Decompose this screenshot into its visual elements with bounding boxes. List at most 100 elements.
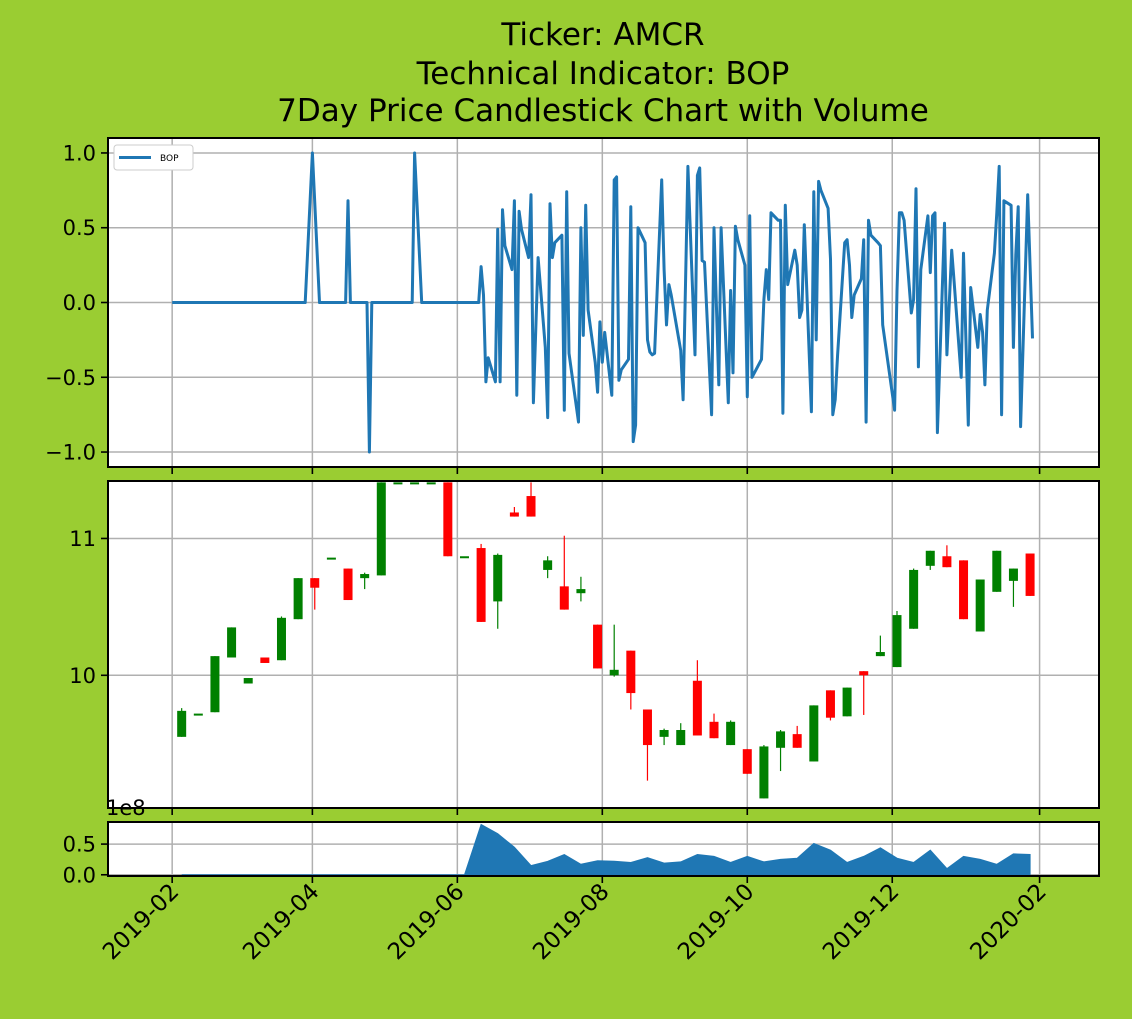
candle-2019-04-30 [376,482,386,576]
candle-body [210,656,220,713]
candle-body [825,690,835,718]
candle-body [709,721,719,739]
price-x-ticks [171,808,1041,815]
candle-2019-11-05 [825,690,835,721]
candle-body [476,548,486,622]
bop-series-line [172,151,1034,454]
candle-body [177,710,187,737]
candle-2019-03-12 [260,657,270,663]
candle-2019-07-09 [543,556,553,579]
candle-body [410,482,420,485]
indicator-y-tick-label: −0.5 [45,366,96,390]
price-y-tick-label: 11 [69,527,96,551]
candle-body [276,617,286,661]
candle-body [376,482,386,576]
candle-body [310,578,320,588]
candle-body [193,713,203,716]
candle-body [859,671,869,676]
candle-body [326,557,336,560]
candle-body [509,512,519,517]
candle-2019-09-24 [726,720,736,746]
candle-body [459,556,469,559]
candle-body [809,705,819,762]
candle-body [626,650,636,694]
candle-body [426,482,436,485]
candle-body [776,731,786,748]
candle-body [360,574,370,579]
candle-body [1025,553,1035,596]
candle-2019-07-30 [593,624,603,669]
candle-2019-08-20 [642,709,652,781]
candle-2019-08-13 [626,650,636,710]
candle-2019-04-09 [326,557,336,560]
candle-2019-12-10 [909,568,919,629]
candle-body [343,568,353,601]
candle-body [243,678,253,684]
indicator-y-tick-label: 0.5 [63,216,96,240]
indicator-y-tick-label: 0.0 [63,291,96,315]
candle-2019-10-08 [759,745,769,799]
candle-2019-11-12 [842,687,852,717]
title-line-3: 7Day Price Candlestick Chart with Volume [277,93,929,129]
candle-body [975,579,985,632]
candle-2019-05-28 [443,482,453,557]
candle-body [576,589,586,594]
candle-body [493,554,503,602]
candle-2019-12-24 [942,545,952,568]
candle-body [526,496,536,517]
candle-body [642,709,652,746]
candle-body [942,556,952,568]
volume-y-tick-label: 0.0 [63,863,96,887]
price-y-tick-label: 10 [69,664,96,688]
candle-2019-12-17 [925,550,935,570]
indicator-panel: 1.0 0.5 0.0 −0.5 −1.0 BOP [45,137,1100,474]
candle-2019-05-07 [393,482,403,485]
volume-area-fill [181,823,1031,876]
candle-2019-07-16 [559,535,569,610]
legend-entry-bop: BOP [160,154,179,164]
candle-2019-04-23 [360,572,370,590]
candle-body [676,730,686,746]
candle-2019-08-06 [609,624,619,677]
candle-2020-01-21 [1008,568,1018,607]
candle-2020-01-07 [975,579,985,632]
candle-2019-11-19 [859,671,869,715]
volume-area [181,823,1031,876]
candle-body [393,482,403,485]
price-plot-area [108,481,1099,808]
indicator-y-tick-label: 1.0 [63,141,96,165]
candle-body [609,669,619,676]
candle-body [875,652,885,657]
candle-body [443,482,453,557]
candle-2019-10-29 [809,705,819,762]
indicator-x-ticks [171,467,1041,474]
candle-2019-09-03 [676,723,686,746]
candle-body [892,615,902,668]
candle-2019-05-21 [426,482,436,485]
volume-x-ticks [171,876,1041,883]
candle-2019-10-22 [792,725,802,748]
volume-y-ticks: 0.00.5 [63,833,108,887]
candle-body [260,657,270,663]
volume-panel: 0.00.5 1e8 [63,796,1100,887]
candle-2019-05-14 [410,482,420,485]
candle-2019-03-26 [293,578,303,620]
candle-body [759,746,769,799]
candle-2019-09-17 [709,713,719,739]
indicator-series [172,151,1034,454]
candle-body [742,749,752,774]
candle-body [293,578,303,620]
title-line-2: Technical Indicator: BOP [416,56,790,92]
price-panel: 10 11 [69,480,1100,815]
volume-scale-label: 1e8 [106,796,146,820]
indicator-y-ticks: 1.0 0.5 0.0 −0.5 −1.0 [45,141,108,465]
indicator-y-tick-label: −1.0 [45,441,96,465]
price-frame [107,480,1100,809]
candle-2019-12-03 [892,610,902,668]
candle-2019-08-27 [659,728,669,746]
price-y-ticks: 10 11 [69,527,108,688]
volume-frame [107,821,1100,877]
candle-2019-04-16 [343,568,353,601]
candle-2019-02-05 [177,708,187,737]
candle-2019-06-04 [459,556,469,559]
